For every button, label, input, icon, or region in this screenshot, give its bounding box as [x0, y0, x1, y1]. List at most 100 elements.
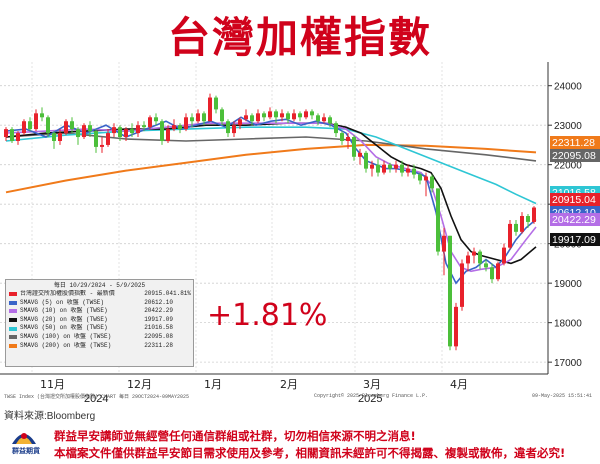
candle-body: [304, 111, 308, 118]
candle-body: [118, 127, 122, 138]
price-tag-label: 22311.28: [552, 137, 595, 149]
candle-body: [316, 115, 320, 122]
legend-series-name: SMAVG (5) on 收盤 (TWSE): [20, 298, 105, 306]
y-tick-label: 22000: [554, 161, 582, 172]
candle-body: [442, 235, 446, 252]
x-month-label: 1月: [204, 378, 222, 391]
price-tag-label: 22095.08: [552, 150, 596, 162]
legend-swatch: [9, 292, 17, 297]
candle-body: [352, 137, 356, 157]
candle-body: [310, 111, 314, 116]
y-tick-label: 19000: [554, 279, 582, 290]
legend-swatch: [9, 300, 17, 305]
candle-body: [40, 113, 44, 118]
candle-body: [46, 117, 50, 134]
legend-swatch: [9, 318, 17, 323]
legend-row: SMAVG (10) on 收盤 (TWSE) 20422.29: [6, 307, 193, 316]
candle-body: [136, 125, 140, 134]
x-month-label: 4月: [450, 378, 468, 391]
candle-body: [166, 129, 170, 141]
candle-body: [514, 223, 518, 232]
candle-body: [280, 113, 284, 118]
candle-body: [244, 115, 248, 120]
candle-body: [250, 115, 254, 122]
legend-series-name: 台灣證交所加權股價指數 - 最新價: [20, 290, 115, 297]
disclaimer-line-2: 本檔案文件僅供群益早安節目需求使用及參考，相關資訊未經許可不得揭露、複製或散佈，…: [54, 446, 566, 460]
legend-swatch: [9, 309, 17, 314]
x-month-label: 12月: [127, 378, 152, 391]
candle-body: [190, 117, 194, 122]
candle-body: [448, 235, 452, 347]
price-tag-box: [550, 193, 600, 206]
price-tag-box: [550, 213, 600, 226]
candle-body: [82, 125, 86, 138]
y-tick-label: 23000: [554, 121, 582, 132]
candle-body: [178, 125, 182, 130]
legend-series-value: 20422.29: [144, 307, 173, 315]
candle-body: [142, 125, 146, 128]
change-percent: +1.81%: [207, 298, 328, 333]
candle-body: [298, 113, 302, 118]
candle-body: [124, 129, 128, 138]
candle-body: [394, 164, 398, 169]
legend-swatch: [9, 326, 17, 331]
candle-body: [358, 152, 362, 157]
candle-body: [472, 251, 476, 256]
legend-series-value: 22095.08: [144, 332, 173, 340]
legend-series-value: 20915.04: [144, 290, 173, 297]
candle-body: [76, 129, 80, 138]
candle-body: [220, 109, 224, 122]
y-tick-label: 17000: [554, 358, 582, 369]
candle-body: [490, 267, 494, 280]
data-source: 資料來源:Bloomberg: [4, 411, 96, 422]
candle-body: [346, 137, 350, 141]
legend-series-name: SMAVG (200) on 收盤 (TWSE): [20, 341, 112, 349]
price-tag-label: 20915.04: [552, 194, 596, 206]
candle-body: [130, 129, 134, 134]
price-tag-label: 19917.09: [552, 234, 596, 246]
legend-panel: 每日 10/29/2024 - 5/9/2025 台灣證交所加權股價指數 - 最…: [5, 279, 194, 367]
candle-body: [88, 125, 92, 132]
candle-body: [256, 113, 260, 122]
candle-body: [418, 174, 422, 181]
disclaimer-line-1: 群益早安講師並無經營任何通信群組或社群，切勿相信來源不明之消息!: [54, 429, 416, 443]
candle-body: [340, 133, 344, 141]
price-tag-box: [550, 149, 600, 162]
candle-body: [112, 127, 116, 134]
candle-body: [382, 164, 386, 173]
y-tick-label: 18000: [554, 319, 582, 330]
legend-series-name: SMAVG (10) on 收盤 (TWSE): [20, 307, 108, 315]
legend-row: 台灣證交所加權股價指數 - 最新價 20915.04 1.81%: [6, 290, 193, 299]
candle-body: [196, 113, 200, 122]
candle-body: [370, 164, 374, 169]
legend-row: SMAVG (100) on 收盤 (TWSE) 22095.08: [6, 333, 193, 342]
candle-body: [232, 125, 236, 134]
x-month-label: 3月: [363, 378, 381, 391]
price-tags: 22311.2822095.0821016.5820915.0420612.10…: [550, 136, 600, 246]
candle-body: [334, 123, 338, 134]
legend-series-change: 1.81%: [173, 290, 192, 297]
candle-body: [100, 144, 104, 147]
price-tag-box: [550, 136, 600, 149]
candle-body: [10, 129, 14, 141]
candle-body: [34, 113, 38, 130]
candle-body: [208, 97, 212, 122]
candle-body: [70, 121, 74, 130]
candle-body: [154, 117, 158, 122]
candle-body: [214, 97, 218, 110]
candle-body: [466, 255, 470, 264]
ma-line-200: [5, 143, 537, 194]
candle-body: [478, 251, 482, 264]
candle-body: [496, 263, 500, 280]
x-year-label: 2025: [358, 393, 382, 405]
candle-body: [268, 111, 272, 118]
candle-body: [226, 121, 230, 134]
legend-swatch: [9, 343, 17, 348]
candlestick-layer: [4, 93, 536, 351]
candle-body: [238, 119, 242, 126]
legend-series-name: SMAVG (20) on 收盤 (TWSE): [20, 315, 108, 323]
candle-body: [436, 188, 440, 252]
candle-body: [22, 121, 26, 134]
legend-row: SMAVG (200) on 收盤 (TWSE) 22311.28: [6, 342, 193, 351]
legend-series-value: 21016.58: [144, 324, 173, 332]
